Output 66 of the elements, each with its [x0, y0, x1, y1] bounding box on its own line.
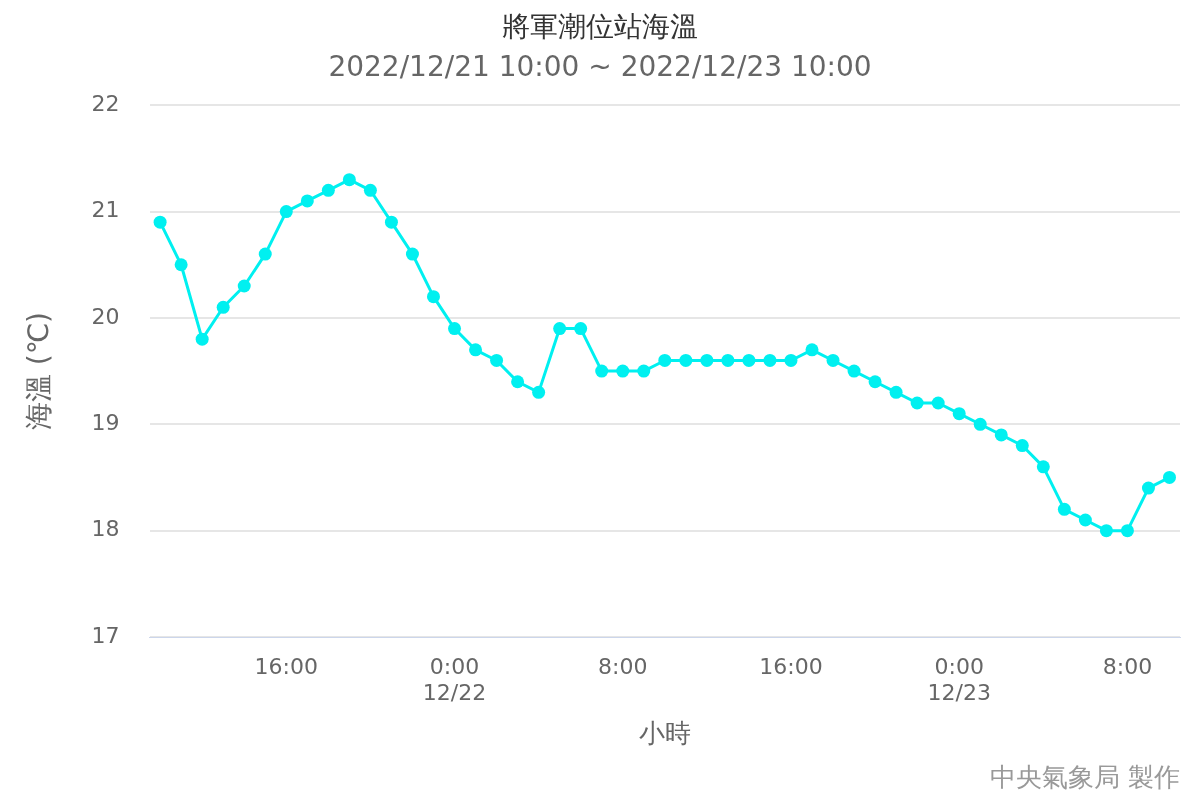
y-tick-label: 17 [91, 622, 120, 648]
x-tick-label: 16:00 [254, 653, 318, 679]
x-tick-label: 8:00 [1102, 653, 1153, 679]
point [469, 343, 483, 357]
point [216, 300, 230, 314]
y-tick-label: 19 [91, 410, 120, 435]
point [300, 194, 314, 208]
point [342, 173, 356, 187]
point [658, 353, 672, 367]
y-tick-label: 22 [91, 90, 120, 116]
x-tick-label: 0:00 12/23 [927, 653, 991, 706]
point [595, 364, 609, 378]
point [826, 353, 840, 367]
point [805, 343, 819, 357]
point [994, 428, 1008, 442]
point [532, 385, 546, 399]
point [237, 279, 251, 293]
point [1036, 460, 1050, 474]
y-tick-label: 20 [91, 303, 120, 329]
point [889, 385, 903, 399]
point [700, 353, 714, 367]
y-axis-title: 海溫 (℃) [22, 312, 56, 431]
point [952, 407, 966, 421]
x-tick-label: 0:00 12/22 [422, 653, 487, 706]
point [321, 183, 335, 197]
point [742, 353, 756, 367]
x-tick-label: 8:00 [598, 653, 648, 679]
point [910, 396, 924, 410]
y-tick-label: 18 [91, 516, 120, 542]
point [363, 183, 377, 197]
point [1162, 470, 1176, 484]
point [973, 417, 987, 431]
point [384, 215, 398, 229]
point [153, 215, 167, 229]
point [405, 247, 419, 261]
chart-subtitle: 2022/12/21 10:00 ~ 2022/12/23 10:00 [328, 49, 872, 83]
y-tick-label: 21 [91, 197, 120, 223]
x-tick-label: 16:00 [759, 653, 823, 679]
point [574, 322, 588, 336]
point [1120, 524, 1134, 538]
point [490, 353, 504, 367]
point [637, 364, 651, 378]
point [847, 364, 861, 378]
point [868, 375, 882, 389]
point [616, 364, 630, 378]
point [763, 353, 777, 367]
point [721, 353, 735, 367]
point [784, 353, 798, 367]
point [1141, 481, 1155, 495]
point [1078, 513, 1092, 527]
point [931, 396, 945, 410]
point [553, 322, 567, 336]
text: 中央氣象局 製作 [989, 761, 1180, 792]
point [174, 258, 188, 272]
x-axis-title: 小時 [638, 718, 691, 749]
point [679, 353, 693, 367]
point [195, 332, 209, 346]
point [426, 290, 440, 304]
point [448, 322, 462, 336]
point [1057, 502, 1071, 516]
chart-title: 將軍潮位站海溫 [502, 10, 698, 44]
point [279, 205, 293, 219]
point [1099, 524, 1113, 538]
point [258, 247, 272, 261]
point [511, 375, 525, 389]
point [1015, 439, 1029, 453]
